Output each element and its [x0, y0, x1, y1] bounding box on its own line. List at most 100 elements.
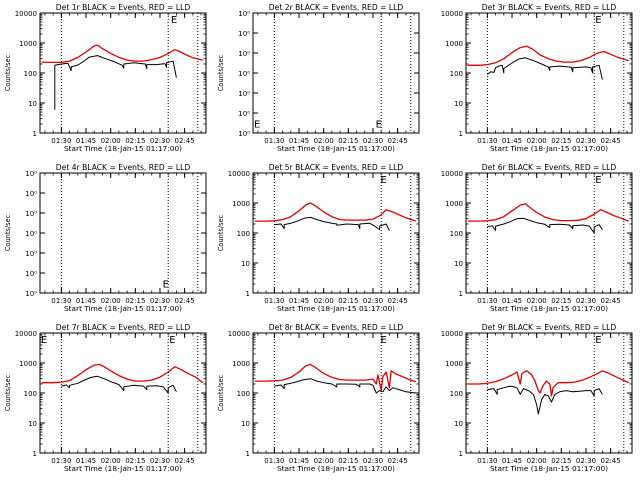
y-tick-label: 10⁰: [25, 230, 37, 238]
plot-frame: [252, 172, 420, 294]
y-tick-label: 10000: [15, 10, 37, 18]
y-tick-label: 1000: [19, 360, 37, 368]
series-line-lld: [467, 203, 629, 222]
x-tick-label: 02:15: [338, 457, 358, 465]
x-tick-label: 01:30: [477, 457, 497, 465]
corner-label: E: [381, 175, 387, 186]
x-tick-label: 02:30: [363, 297, 383, 305]
corner-label: E: [254, 120, 260, 131]
x-tick-label: 02:00: [527, 457, 547, 465]
series-line-lld: [41, 44, 203, 64]
corner-label: E: [171, 15, 177, 26]
series-line-events: [487, 217, 603, 234]
x-tick-label: 02:45: [175, 137, 195, 145]
x-tick-label: 01:30: [477, 137, 497, 145]
x-tick-label: 01:30: [51, 297, 71, 305]
series-line-events: [487, 57, 603, 80]
panel-title: Det 9r BLACK = Events, RED = LLD: [482, 323, 617, 332]
x-tick-label: 02:45: [175, 457, 195, 465]
x-tick-label: 02:45: [388, 297, 408, 305]
panel-title: Det 1r BLACK = Events, RED = LLD: [56, 3, 191, 12]
y-tick-label: 1000: [445, 200, 463, 208]
series-line-events: [274, 216, 390, 231]
y-axis-label: Counts/sec: [4, 54, 12, 91]
x-tick-label: 02:15: [338, 137, 358, 145]
y-tick-label: 10⁰: [238, 130, 250, 138]
panel-title: Det 8r BLACK = Events, RED = LLD: [269, 323, 404, 332]
x-tick-label: 02:15: [125, 137, 145, 145]
y-tick-label: 1000: [232, 200, 250, 208]
panel-det-3: Det 3r BLACK = Events, RED = LLD 1 10 100 10…: [441, 3, 633, 153]
x-tick-label: 02:30: [150, 137, 170, 145]
y-tick-label: 1: [33, 130, 37, 138]
series-line-lld: [41, 363, 204, 384]
x-tick-label: 02:15: [125, 297, 145, 305]
plot-frame: [39, 332, 207, 454]
x-tick-label: 01:30: [51, 457, 71, 465]
y-tick-label: 100: [450, 70, 463, 78]
y-tick-label: 1000: [232, 360, 250, 368]
x-tick-label: 01:30: [264, 137, 284, 145]
x-tick-label: 02:30: [576, 457, 596, 465]
x-tick-label: 02:00: [527, 137, 547, 145]
plot-frame: [252, 332, 420, 454]
x-tick-label: 02:15: [338, 297, 358, 305]
series-line-lld: [467, 370, 629, 397]
y-tick-label: 10000: [228, 330, 250, 338]
y-tick-label: 10⁰: [25, 270, 37, 278]
y-tick-label: 10000: [441, 170, 463, 178]
y-tick-label: 10⁰: [25, 250, 37, 258]
x-tick-label: 02:30: [576, 137, 596, 145]
y-tick-label: 1: [33, 450, 37, 458]
y-tick-label: 10⁰: [238, 70, 250, 78]
x-tick-label: 02:45: [175, 297, 195, 305]
x-axis-label: Start Time (18-Jan-15 01:17:00): [64, 464, 182, 473]
y-tick-label: 10: [241, 420, 250, 428]
x-tick-label: 02:00: [314, 137, 334, 145]
series-line-events: [487, 385, 603, 415]
panel-title: Det 7r BLACK = Events, RED = LLD: [56, 323, 191, 332]
x-tick-label: 02:15: [551, 457, 571, 465]
y-tick-label: 10000: [441, 10, 463, 18]
y-tick-label: 10000: [228, 170, 250, 178]
x-tick-label: 01:45: [76, 137, 96, 145]
panel-det-4: Det 4r BLACK = Events, RED = LLD Counts/s…: [4, 163, 207, 313]
x-tick-label: 02:00: [101, 137, 121, 145]
y-tick-label: 100: [24, 70, 37, 78]
y-axis-label: Counts/sec: [217, 54, 225, 91]
y-axis-label: Counts/sec: [4, 214, 12, 251]
y-tick-label: 1: [459, 450, 463, 458]
x-tick-label: 01:30: [51, 137, 71, 145]
x-tick-label: 02:30: [363, 457, 383, 465]
y-tick-label: 10⁰: [25, 170, 37, 178]
corner-label: E: [169, 335, 175, 346]
y-tick-label: 1000: [445, 40, 463, 48]
series-line-lld: [254, 363, 416, 392]
x-tick-label: 02:00: [101, 457, 121, 465]
x-tick-label: 01:45: [289, 137, 309, 145]
x-tick-label: 02:00: [101, 297, 121, 305]
corner-label: E: [595, 15, 601, 26]
y-axis-label: Counts/sec: [217, 374, 225, 411]
y-tick-label: 1000: [445, 360, 463, 368]
x-axis-label: Start Time (18-Jan-15 01:17:00): [490, 464, 608, 473]
y-tick-label: 10⁰: [238, 110, 250, 118]
y-tick-label: 10: [454, 100, 463, 108]
y-tick-label: 10: [28, 100, 37, 108]
x-tick-label: 02:45: [388, 457, 408, 465]
x-axis-label: Start Time (18-Jan-15 01:17:00): [490, 144, 608, 153]
y-tick-label: 10000: [441, 330, 463, 338]
y-tick-label: 1000: [19, 40, 37, 48]
x-tick-label: 01:45: [76, 457, 96, 465]
x-tick-label: 01:45: [502, 137, 522, 145]
x-tick-label: 02:45: [601, 137, 621, 145]
panel-det-2: Det 2r BLACK = Events, RED = LLD Counts/s…: [217, 3, 420, 153]
x-tick-label: 02:00: [314, 297, 334, 305]
x-axis-label: Start Time (18-Jan-15 01:17:00): [64, 144, 182, 153]
x-tick-label: 01:30: [477, 297, 497, 305]
plot-frame: [39, 172, 207, 294]
series-line-lld: [467, 45, 629, 66]
series-line-lld: [254, 202, 416, 222]
series-line-events: [61, 375, 177, 394]
